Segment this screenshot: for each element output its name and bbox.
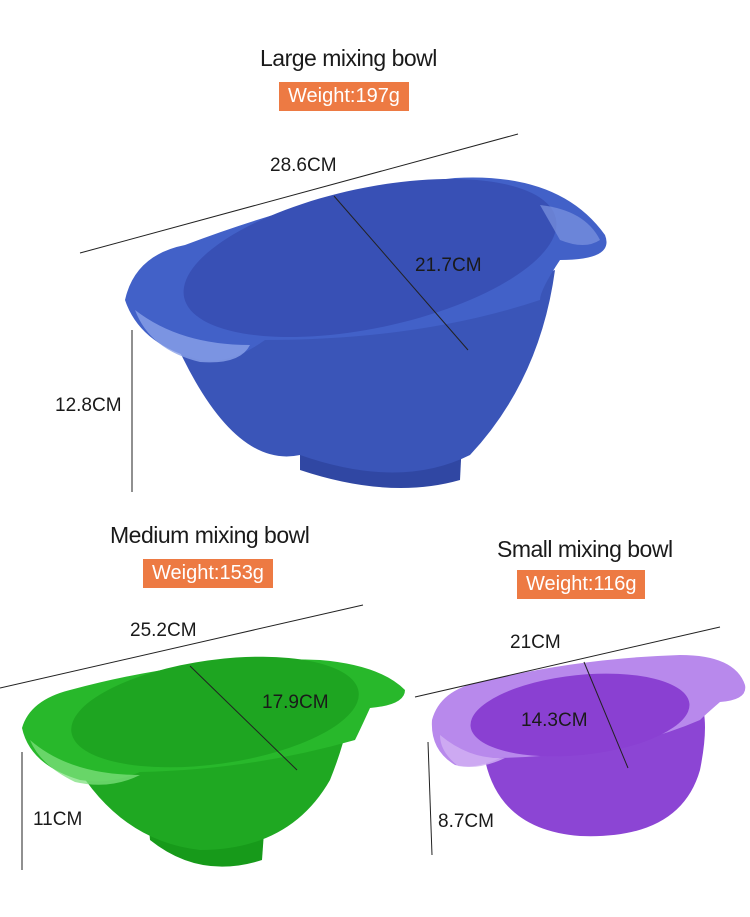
medium-bowl-height-label: 11CM [33,809,83,830]
medium-bowl-weight-badge: Weight:153g [143,559,273,588]
large-bowl-title: Large mixing bowl [260,45,437,71]
medium-bowl-depth-label: 17.9CM [262,692,329,713]
small-bowl-title: Small mixing bowl [497,536,673,562]
small-bowl [431,655,746,837]
medium-bowl-width-label: 25.2CM [130,620,197,641]
large-bowl-depth-label: 21.7CM [415,255,482,276]
large-bowl-width-label: 28.6CM [270,155,337,176]
large-bowl-height-label: 12.8CM [55,395,122,416]
small-bowl-width-label: 21CM [510,632,561,653]
small-bowl-depth-label: 14.3CM [521,710,588,731]
large-bowl [125,177,607,488]
small-bowl-weight-badge: Weight:116g [517,570,646,599]
large-bowl-weight-badge: Weight:197g [279,82,409,111]
medium-bowl-title: Medium mixing bowl [110,522,310,548]
small-bowl-height-label: 8.7CM [438,811,494,832]
medium-bowl [22,656,405,867]
